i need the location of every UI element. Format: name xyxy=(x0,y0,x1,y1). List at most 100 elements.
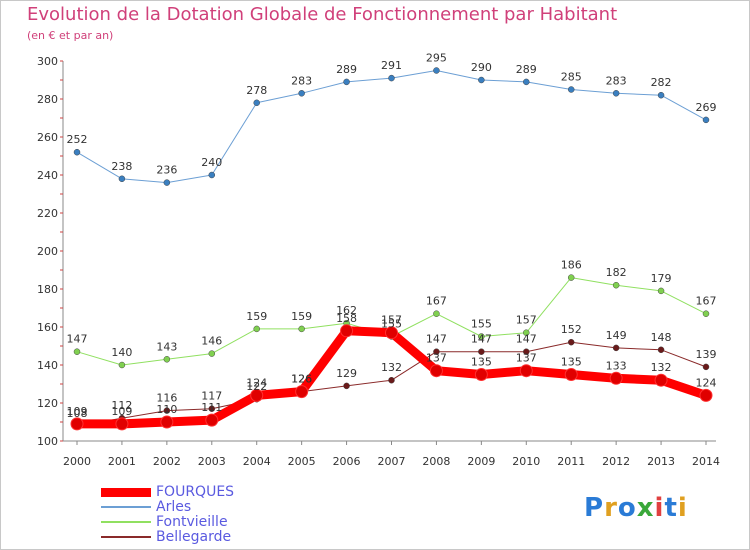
series-points xyxy=(70,67,713,431)
legend-label: Fontvieille xyxy=(156,514,228,530)
data-point-fontvieille xyxy=(612,281,620,289)
data-point-bellegarde xyxy=(433,348,440,355)
legend-item-fontvieille: Fontvieille xyxy=(101,515,401,529)
legend-item-bellegarde: Bellegarde xyxy=(101,530,401,544)
data-point-arles xyxy=(433,67,440,74)
x-tick-label: 2003 xyxy=(198,455,226,468)
data-label-fontvieille: 155 xyxy=(471,318,492,331)
data-label-arles: 291 xyxy=(381,59,402,72)
data-label-bellegarde: 132 xyxy=(381,361,402,374)
proxiti-logo: Proxiti xyxy=(584,493,688,523)
y-tick-label: 140 xyxy=(37,359,58,372)
data-label-fourques: 110 xyxy=(156,403,177,416)
data-point-fontvieille xyxy=(567,274,575,281)
y-tick-label: 280 xyxy=(37,93,58,106)
legend-item-fourques: FOURQUES xyxy=(101,485,401,499)
data-point-fourques xyxy=(699,388,713,402)
x-tick-label: 2010 xyxy=(512,455,540,468)
y-tick-label: 160 xyxy=(37,321,58,334)
data-point-fontvieille xyxy=(298,325,305,333)
data-label-fontvieille: 186 xyxy=(561,259,582,272)
data-point-fourques xyxy=(115,417,129,431)
data-label-arles: 289 xyxy=(336,63,357,76)
legend-label: Arles xyxy=(156,499,192,515)
data-point-fourques xyxy=(250,388,264,402)
data-label-fourques: 124 xyxy=(246,376,267,389)
data-label-arles: 283 xyxy=(606,74,627,87)
data-label-fourques: 132 xyxy=(651,361,672,374)
data-label-fontvieille: 167 xyxy=(696,295,717,308)
data-label-fontvieille: 159 xyxy=(246,310,267,323)
data-point-fontvieille xyxy=(657,287,665,295)
data-point-bellegarde xyxy=(208,405,216,412)
data-label-bellegarde: 147 xyxy=(516,333,537,346)
data-label-fourques: 135 xyxy=(471,356,492,369)
data-label-fontvieille: 140 xyxy=(111,346,132,359)
data-point-fourques xyxy=(295,385,309,399)
data-point-arles xyxy=(612,90,620,97)
data-label-bellegarde: 149 xyxy=(606,329,627,342)
y-tick-label: 220 xyxy=(37,207,58,220)
data-point-fourques xyxy=(609,371,623,385)
data-point-fourques xyxy=(70,417,84,431)
x-tick-label: 2006 xyxy=(333,455,361,468)
x-tick-label: 2009 xyxy=(467,455,495,468)
x-tick-label: 2000 xyxy=(63,455,91,468)
data-point-bellegarde xyxy=(612,344,620,352)
data-label-fontvieille: 147 xyxy=(67,333,88,346)
data-label-fontvieille: 146 xyxy=(201,335,222,348)
x-tick-label: 2004 xyxy=(243,455,271,468)
data-label-fourques: 135 xyxy=(561,356,582,369)
chart-title: Evolution de la Dotation Globale de Fonc… xyxy=(27,4,618,25)
data-point-fourques xyxy=(474,368,488,381)
data-point-fourques xyxy=(160,415,174,429)
legend-swatch xyxy=(101,536,151,538)
data-point-fontvieille xyxy=(118,361,126,369)
legend-swatch xyxy=(101,506,151,508)
data-label-bellegarde: 147 xyxy=(471,333,492,346)
legend-item-arles: Arles xyxy=(101,500,401,514)
y-tick-label: 200 xyxy=(37,245,58,258)
data-point-bellegarde xyxy=(388,376,395,384)
y-tick-label: 240 xyxy=(37,169,58,182)
data-point-arles xyxy=(208,171,216,179)
data-label-fourques: 109 xyxy=(111,405,132,418)
data-label-bellegarde: 139 xyxy=(696,348,717,361)
data-point-fontvieille xyxy=(702,310,710,317)
data-point-bellegarde xyxy=(343,382,350,390)
data-label-bellegarde: 117 xyxy=(201,390,222,403)
data-point-fontvieille xyxy=(478,333,485,340)
data-label-arles: 295 xyxy=(426,52,447,65)
data-label-fourques: 109 xyxy=(67,405,88,418)
y-tick-label: 120 xyxy=(37,397,58,410)
data-label-arles: 290 xyxy=(471,61,492,74)
data-label-fourques: 137 xyxy=(426,352,447,365)
y-tick-label: 300 xyxy=(37,55,58,68)
legend-swatch xyxy=(101,521,151,523)
x-tick-label: 2012 xyxy=(602,455,630,468)
data-point-fontvieille xyxy=(433,310,440,317)
data-label-arles: 278 xyxy=(246,84,267,97)
data-label-fontvieille: 162 xyxy=(336,304,357,317)
data-label-bellegarde: 112 xyxy=(111,399,132,412)
data-point-arles xyxy=(702,116,710,124)
data-label-bellegarde: 147 xyxy=(426,333,447,346)
data-label-fourques: 137 xyxy=(516,352,537,365)
data-point-arles xyxy=(523,78,530,86)
data-point-fourques xyxy=(654,373,668,387)
x-tick-label: 2014 xyxy=(692,455,720,468)
data-point-bellegarde xyxy=(657,346,665,354)
data-label-bellegarde: 148 xyxy=(651,331,672,344)
x-tick-label: 2007 xyxy=(378,455,406,468)
data-point-fourques xyxy=(340,324,354,338)
data-point-fontvieille xyxy=(208,350,216,357)
data-point-fourques xyxy=(205,413,219,427)
data-point-arles xyxy=(343,78,350,86)
data-label-arles: 240 xyxy=(201,156,222,169)
data-label-arles: 283 xyxy=(291,74,312,87)
data-label-fontvieille: 143 xyxy=(156,340,177,353)
data-point-fourques xyxy=(519,364,533,378)
data-label-arles: 289 xyxy=(516,63,537,76)
